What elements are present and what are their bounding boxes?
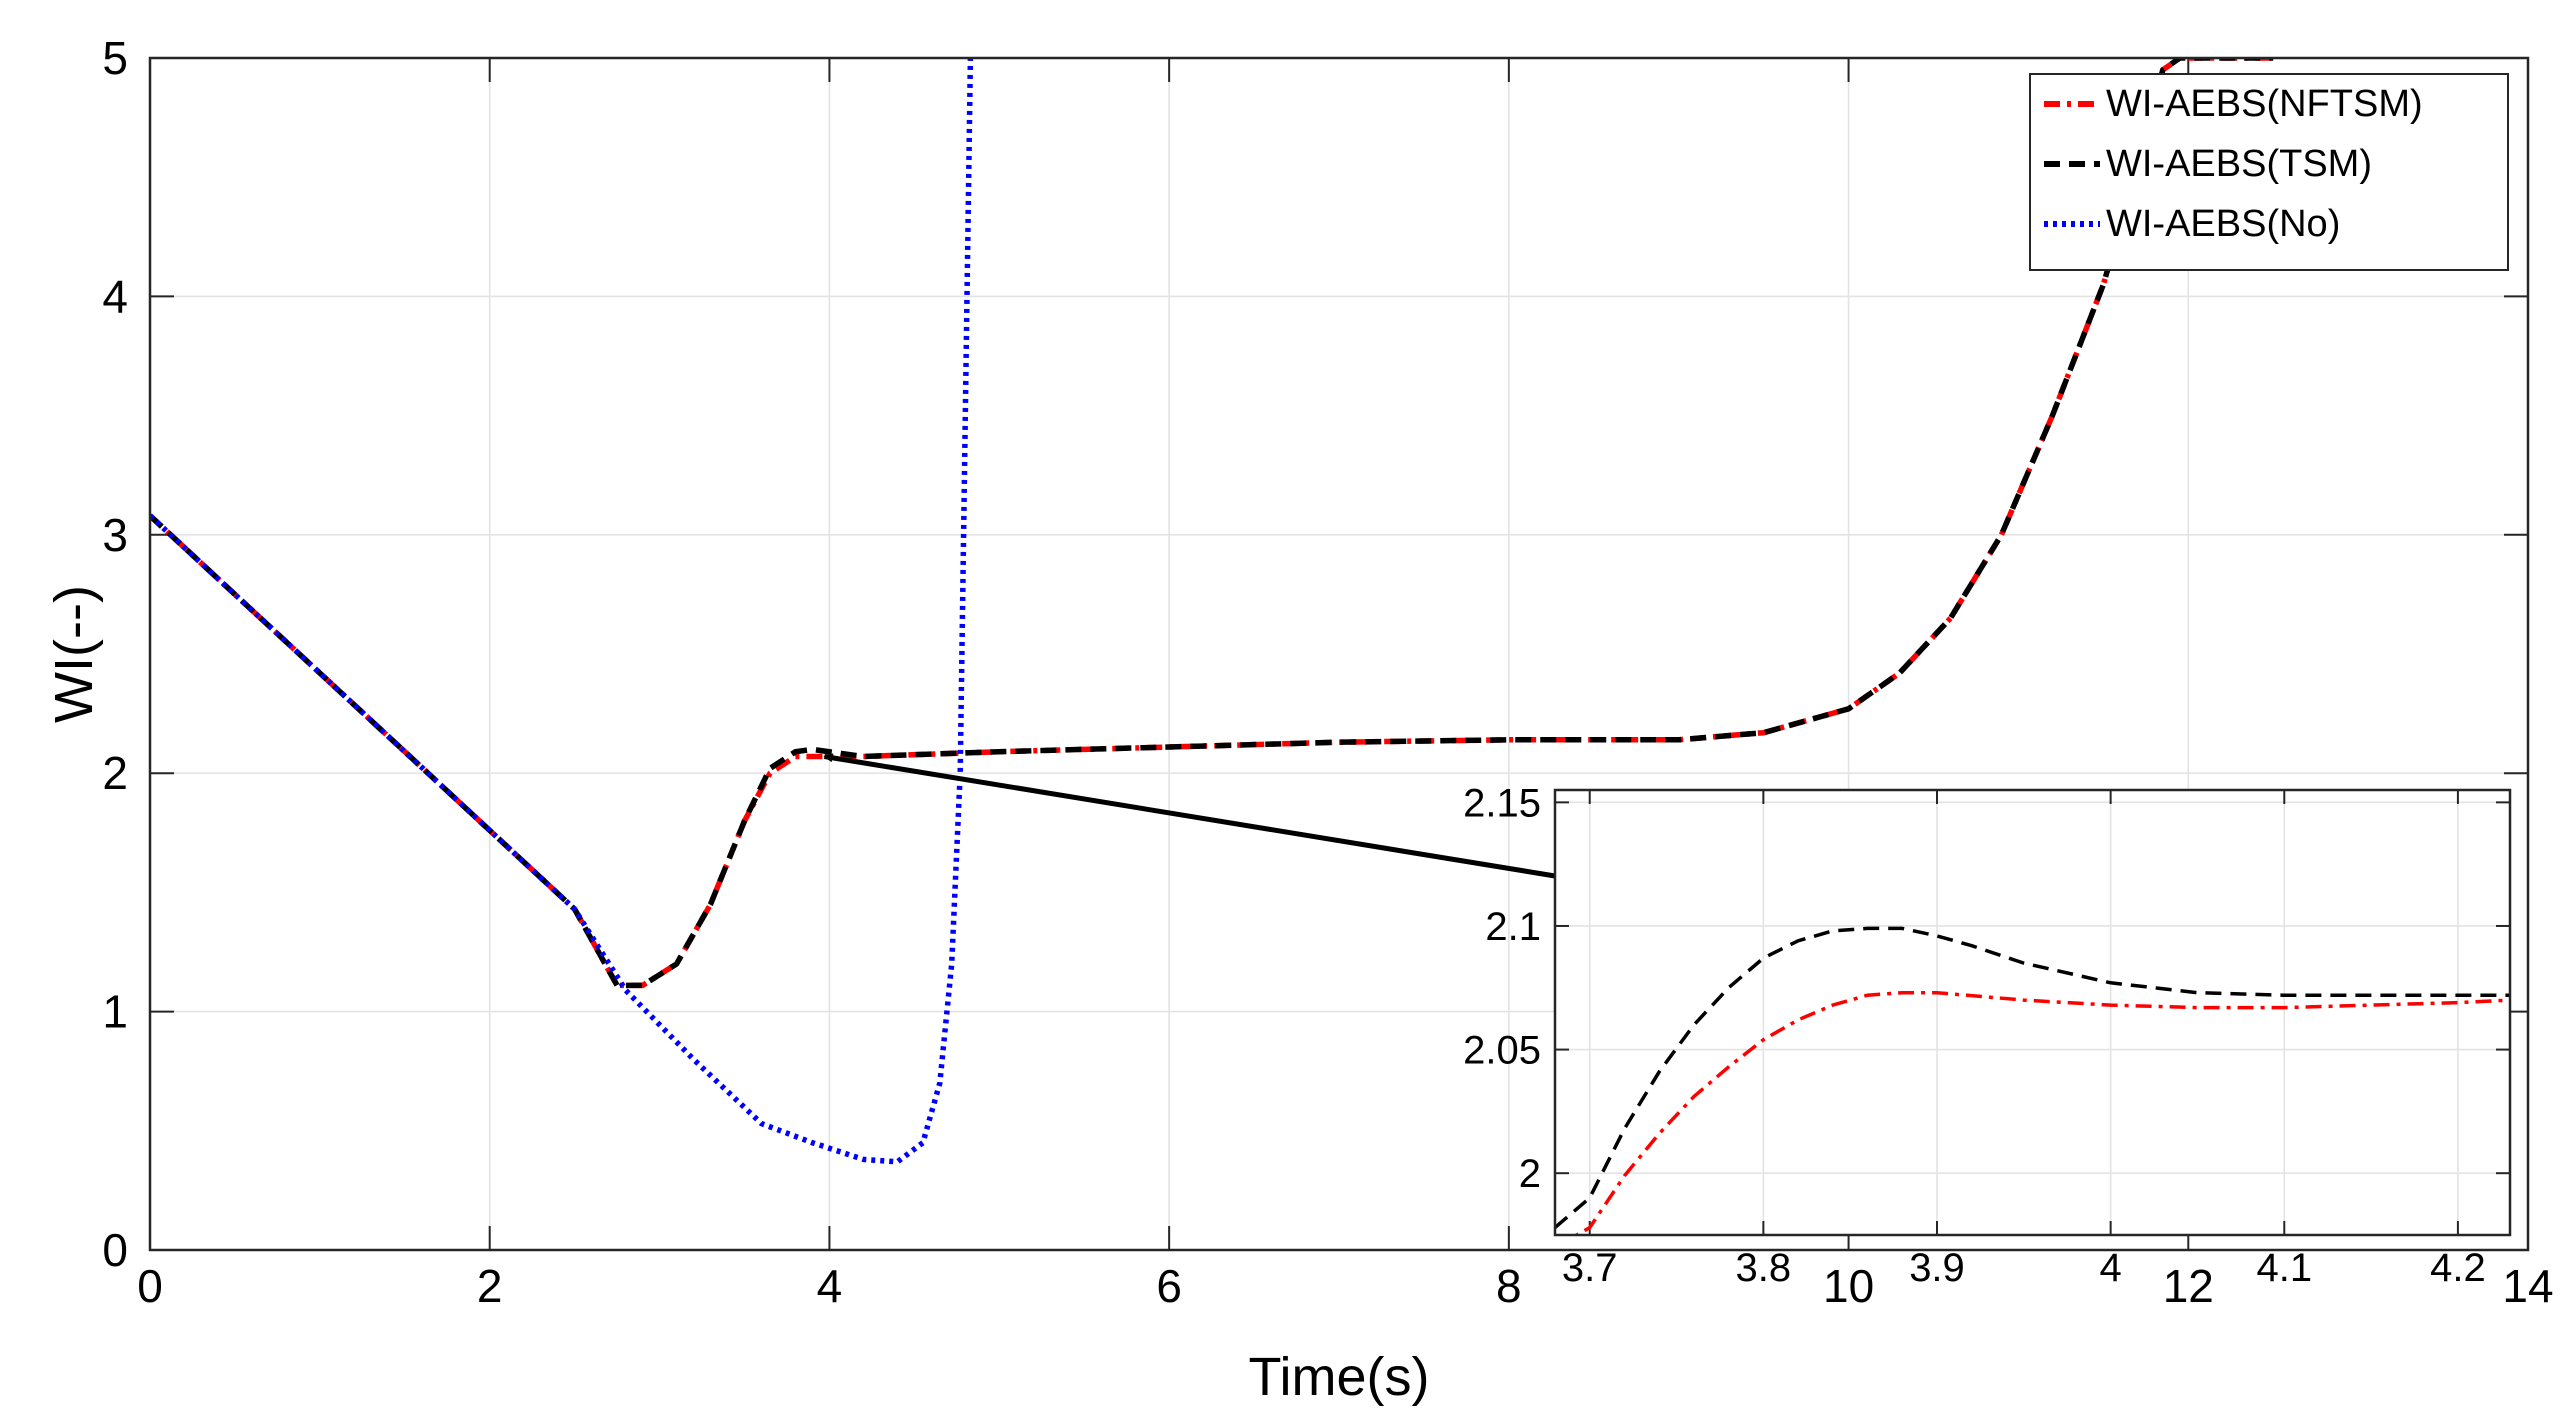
x-tick-label: 10 <box>1823 1260 1874 1312</box>
legend-label-wi-aebs-no: WI-AEBS(No) <box>2106 203 2340 245</box>
series-line-wi-aebs-nftsm <box>150 58 2274 989</box>
y-tick-label: 2.1 <box>1485 905 1541 949</box>
x-tick-label: 4 <box>817 1260 843 1312</box>
legend-box <box>2029 73 2509 271</box>
x-tick-label: 0 <box>137 1260 163 1312</box>
series-line-wi-aebs-nftsm <box>1573 990 2510 1235</box>
inset-tick-marks <box>1555 790 2510 1235</box>
y-tick-label: 2 <box>1519 1152 1541 1196</box>
legend-label-wi-aebs-nftsm: WI-AEBS(NFTSM) <box>2106 83 2423 125</box>
inset-grid <box>1555 790 2510 1235</box>
x-tick-label: 3.8 <box>1736 1246 1792 1290</box>
legend: WI-AEBS(NFTSM) WI-AEBS(TSM) WI-AEBS(No) <box>2029 73 2509 271</box>
inset-y-tick-labels: 2 2.05 2.1 2.15 <box>1463 781 1541 1196</box>
y-tick-label: 2 <box>102 747 128 799</box>
main-y-tick-labels: 0 1 2 3 4 5 <box>102 32 128 1276</box>
x-tick-label: 8 <box>1496 1260 1522 1312</box>
y-tick-label: 0 <box>102 1224 128 1276</box>
y-tick-label: 3 <box>102 509 128 561</box>
y-tick-label: 5 <box>102 32 128 84</box>
x-tick-label: 4 <box>2100 1246 2122 1290</box>
x-axis-label: Time(s) <box>1249 1347 1430 1407</box>
x-tick-label: 3.7 <box>1562 1246 1618 1290</box>
y-tick-label: 2.15 <box>1463 781 1541 825</box>
y-tick-label: 1 <box>102 986 128 1038</box>
inset-frame <box>1553 788 2512 1237</box>
y-axis-label: WI(--) <box>44 585 104 723</box>
x-tick-label: 4.1 <box>2256 1246 2312 1290</box>
inset-x-tick-labels: 3.7 3.8 3.9 4 4.1 4.2 <box>1562 1246 2486 1290</box>
annotation-arrow <box>823 753 1556 879</box>
inset-plot-area <box>1555 790 2510 1235</box>
main-series <box>150 58 2274 1165</box>
x-tick-label: 2 <box>477 1260 503 1312</box>
inset-series <box>1555 926 2510 1235</box>
legend-label-wi-aebs-tsm: WI-AEBS(TSM) <box>2106 143 2372 185</box>
series-line-wi-aebs-tsm <box>1555 926 2510 1229</box>
y-tick-label: 4 <box>102 270 128 322</box>
plot-frame <box>148 56 2530 1252</box>
x-tick-label: 12 <box>2163 1260 2214 1312</box>
x-tick-label: 14 <box>2502 1260 2553 1312</box>
y-tick-label: 2.05 <box>1463 1029 1541 1073</box>
x-tick-label: 3.9 <box>1909 1246 1965 1290</box>
x-tick-label: 6 <box>1156 1260 1182 1312</box>
main-x-tick-labels: 0 2 4 6 8 10 12 14 <box>137 1260 2553 1312</box>
series-line-wi-aebs-no <box>150 58 974 1165</box>
x-tick-label: 4.2 <box>2430 1246 2486 1290</box>
